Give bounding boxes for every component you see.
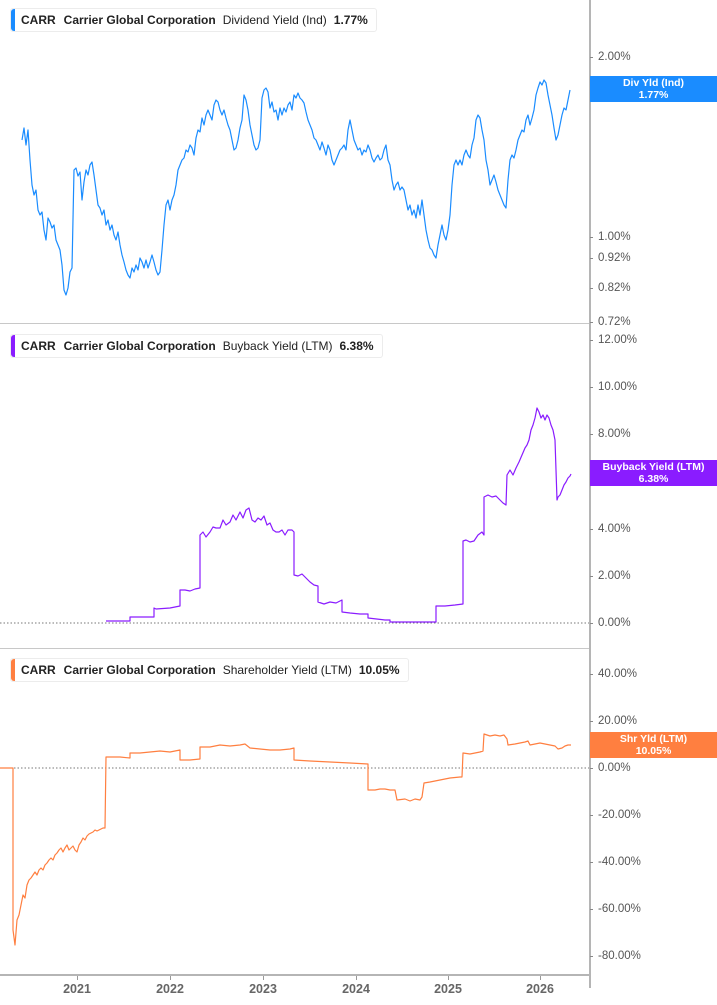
panel-separator — [0, 648, 590, 649]
y-tick — [590, 623, 593, 624]
series-color-marker — [11, 335, 15, 357]
x-tick-label: 2022 — [156, 982, 184, 996]
y-tick-label: -60.00% — [598, 903, 641, 915]
y-tick — [590, 288, 593, 289]
y-tick-label: 2.00% — [598, 51, 631, 63]
chart-plot-area[interactable] — [0, 0, 590, 975]
x-tick-label: 2025 — [434, 982, 462, 996]
y-tick — [590, 674, 593, 675]
x-tick — [170, 976, 171, 980]
y-tick — [590, 322, 593, 323]
badge-value: 10.05% — [635, 745, 672, 757]
legend-value: 10.05% — [358, 663, 400, 677]
badge-label: Div Yld (Ind) — [622, 77, 685, 89]
series-color-marker — [11, 9, 15, 31]
x-tick — [448, 976, 449, 980]
x-tick-label: 2021 — [63, 982, 91, 996]
legend-value: 1.77% — [333, 13, 368, 27]
series-color-marker — [11, 659, 15, 681]
badge-label: Buyback Yield (LTM) — [602, 461, 705, 473]
legend-value: 6.38% — [339, 339, 374, 353]
x-axis-line — [0, 974, 590, 976]
y-tick-label: -80.00% — [598, 950, 641, 962]
y-tick — [590, 434, 593, 435]
y-tick — [590, 721, 593, 722]
legend-ticker: CARR — [21, 663, 56, 677]
shareholder-yield-panel: CARR Carrier Global Corporation Sharehol… — [0, 649, 717, 975]
legend-metric: Buyback Yield (LTM) — [222, 339, 333, 353]
x-tick — [356, 976, 357, 980]
y-tick — [590, 909, 593, 910]
x-tick — [263, 976, 264, 980]
x-tick-label: 2026 — [526, 982, 554, 996]
legend-company: Carrier Global Corporation — [63, 339, 216, 353]
x-tick-label: 2023 — [249, 982, 277, 996]
buyback-yield-line — [106, 407, 572, 623]
y-tick-label: 0.00% — [598, 762, 631, 774]
y-tick — [590, 815, 593, 816]
y-tick — [590, 340, 593, 341]
y-tick-label: 12.00% — [598, 334, 638, 346]
badge-value: 1.77% — [638, 89, 669, 101]
buyback-yield-legend[interactable]: CARR Carrier Global Corporation Buyback … — [10, 334, 383, 358]
y-tick-label: 0.00% — [598, 617, 631, 629]
legend-metric: Shareholder Yield (LTM) — [222, 663, 352, 677]
y-axis-line — [589, 0, 591, 988]
y-tick — [590, 387, 593, 388]
y-tick — [590, 862, 593, 863]
buyback-yield-value-badge: Buyback Yield (LTM) 6.38% — [590, 460, 717, 486]
y-tick — [590, 258, 593, 259]
legend-metric: Dividend Yield (Ind) — [222, 13, 327, 27]
panel-separator — [0, 323, 590, 324]
y-tick — [590, 768, 593, 769]
x-tick-label: 2024 — [342, 982, 370, 996]
legend-company: Carrier Global Corporation — [63, 13, 216, 27]
legend-company: Carrier Global Corporation — [63, 663, 216, 677]
y-tick-label: 8.00% — [598, 428, 631, 440]
dividend-yield-value-badge: Div Yld (Ind) 1.77% — [590, 76, 717, 102]
shareholder-yield-line — [0, 733, 571, 946]
y-tick-label: 10.00% — [598, 381, 638, 393]
y-tick — [590, 237, 593, 238]
dividend-yield-legend[interactable]: CARR Carrier Global Corporation Dividend… — [10, 8, 377, 32]
y-tick-label: 4.00% — [598, 523, 631, 535]
y-tick-label: 2.00% — [598, 570, 631, 582]
y-tick-label: -40.00% — [598, 856, 641, 868]
y-tick-label: 20.00% — [598, 715, 638, 727]
badge-value: 6.38% — [638, 473, 669, 485]
y-tick-label: 1.00% — [598, 231, 631, 243]
legend-ticker: CARR — [21, 339, 56, 353]
y-tick — [590, 956, 593, 957]
y-tick — [590, 576, 593, 577]
buyback-yield-panel: CARR Carrier Global Corporation Buyback … — [0, 324, 717, 648]
y-tick-label: 0.92% — [598, 252, 631, 264]
shareholder-yield-legend[interactable]: CARR Carrier Global Corporation Sharehol… — [10, 658, 409, 682]
y-tick-label: 0.72% — [598, 316, 631, 328]
x-tick — [77, 976, 78, 980]
x-tick — [540, 976, 541, 980]
y-tick — [590, 529, 593, 530]
y-tick-label: -20.00% — [598, 809, 641, 821]
dividend-yield-panel: CARR Carrier Global Corporation Dividend… — [0, 0, 717, 323]
badge-label: Shr Yld (LTM) — [619, 733, 688, 745]
dividend-yield-line — [21, 79, 571, 296]
shareholder-yield-value-badge: Shr Yld (LTM) 10.05% — [590, 732, 717, 758]
y-tick-label: 0.82% — [598, 282, 631, 294]
legend-ticker: CARR — [21, 13, 56, 27]
y-tick-label: 40.00% — [598, 668, 638, 680]
y-tick — [590, 57, 593, 58]
